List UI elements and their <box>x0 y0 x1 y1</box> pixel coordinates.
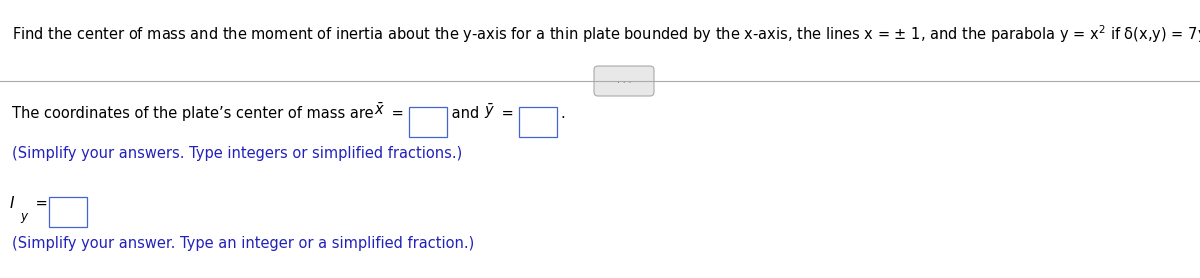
Text: Find the center of mass and the moment of inertia about the y-axis for a thin pl: Find the center of mass and the moment o… <box>12 23 1200 45</box>
FancyBboxPatch shape <box>520 107 557 137</box>
Text: $\bar{x}$: $\bar{x}$ <box>374 102 385 118</box>
Text: =: = <box>497 106 514 121</box>
FancyBboxPatch shape <box>409 107 446 137</box>
Text: . . .: . . . <box>617 76 631 86</box>
Text: $\bar{y}$: $\bar{y}$ <box>484 102 496 121</box>
Text: (Simplify your answer. Type an integer or a simplified fraction.): (Simplify your answer. Type an integer o… <box>12 236 474 251</box>
Text: y: y <box>20 210 28 223</box>
FancyBboxPatch shape <box>49 197 88 227</box>
Text: .: . <box>560 106 565 121</box>
Text: (Simplify your answers. Type integers or simplified fractions.): (Simplify your answers. Type integers or… <box>12 146 462 161</box>
FancyBboxPatch shape <box>594 66 654 96</box>
Text: I: I <box>10 196 14 211</box>
Text: The coordinates of the plate’s center of mass are: The coordinates of the plate’s center of… <box>12 106 378 121</box>
Text: and: and <box>446 106 484 121</box>
Text: =: = <box>386 106 403 121</box>
Text: =: = <box>31 196 53 211</box>
